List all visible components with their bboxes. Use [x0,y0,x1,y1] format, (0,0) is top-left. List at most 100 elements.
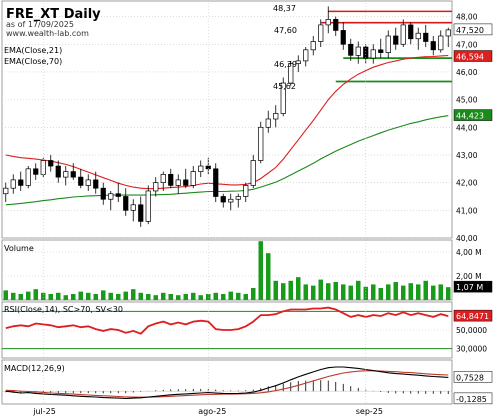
volume-bar [288,280,293,300]
volume-bar [363,286,368,300]
candle-body [265,118,271,128]
volume-bar [168,294,173,300]
legend-ema21: EMA(Close,21) [4,46,62,55]
candle-body [333,19,339,31]
volume-bar [423,280,428,300]
rsi-tick-label: 50,0000 [456,326,487,335]
candle-body [183,179,189,186]
volume-bar [18,294,23,300]
x-axis: jul-25 ago-25 sep-25 [32,0,383,416]
last-volume-label-bg [453,280,493,293]
volume-bar [153,295,158,300]
volume-bar [446,287,451,300]
x-tick-label: jul-25 [32,407,56,416]
annotation-high: 48,37 [273,4,296,13]
volume-bar [273,280,278,300]
volume-bar [161,292,166,300]
volume-bar [123,291,128,300]
volume-bar [26,291,31,300]
price-tick-label: 44,00 [456,123,478,132]
volume-bar [258,241,263,300]
site-label: www.wealth-lab.com [6,29,89,38]
volume-bar [266,253,271,300]
annotation-support: 46,39 [274,60,297,69]
rsi-panel: 50,0000 30,0000 64,8471 [1,301,493,359]
candle-body [423,32,429,42]
candle-body [280,82,286,114]
last-close-label-bg [453,23,493,36]
rsi-line [5,306,449,335]
candle-body [400,24,406,45]
volume-bar [251,288,256,300]
volume-bar [138,292,143,300]
volume-title: Volume [4,244,34,253]
volume-bar [333,282,338,300]
candle-body [55,165,61,178]
candle-body [115,193,121,197]
candle-body [168,173,174,186]
price-tick-label: 45,00 [456,96,478,105]
candle-body [363,46,369,59]
candle-body [303,49,309,62]
x-tick-label: ago-25 [198,407,226,416]
candle-body [198,165,204,172]
volume-bar [191,292,196,300]
price-tick-label: 40,00 [456,234,478,243]
rsi-title: RSI(Close,14), SC>70, SV<30 [4,305,123,314]
candle-body [378,49,384,53]
candle-body [355,46,361,56]
candle-body [273,113,279,120]
volume-bar [356,280,361,300]
volume-bar [176,295,181,300]
volume-bar [213,292,218,300]
volume-bar [108,292,113,300]
volume-bar [243,294,248,300]
candle-body [108,193,114,200]
volume-bar [408,283,413,300]
candle-body [235,196,241,200]
candle-body [325,19,331,26]
volume-bar [326,283,331,300]
macd-title: MACD(12,26,9) [4,364,65,373]
volume-bar [78,291,83,300]
volume-bar [183,294,188,300]
volume-panel: 2,00 M 4,00 M 1,07 M [1,239,493,301]
candle-body [100,187,106,200]
volume-bar [296,277,301,300]
candle-body [348,43,354,56]
volume-bar [63,295,68,300]
candle-body [33,168,39,175]
last-ema21-label: 46,594 [456,53,484,62]
price-tick-label: 46,00 [456,68,478,77]
volume-bar [11,292,16,300]
last-rsi-label: 64,8471 [456,312,489,321]
volume-bar [41,292,46,300]
volume-bar [393,282,398,300]
last-macd-label-bg [453,371,493,383]
candle-body [385,35,391,53]
candle-body [415,32,421,40]
macd-panel: 0,7528 -0,1285 [1,359,493,405]
volume-tick-label: 4,00 M [456,248,482,257]
candle-body [175,179,181,186]
price-tick-label: 42,00 [456,179,478,188]
candle-body [258,126,264,161]
candle-body [430,41,436,51]
price-frame [1,0,453,239]
candle-body [85,179,91,186]
candle-body [138,204,144,222]
volume-frame [1,239,453,301]
last-ema70-label-bg [453,109,493,121]
candle-body [93,179,99,189]
volume-bar [378,288,383,300]
volume-bar [33,289,38,300]
candle-body [190,171,196,186]
candle-body [3,187,9,195]
candle-body [318,24,324,42]
volume-bar [318,279,323,300]
candle-body [153,182,159,192]
candle-body [340,30,346,45]
volume-bar [116,294,121,300]
macd-line [5,366,449,400]
volume-bar [236,292,241,300]
